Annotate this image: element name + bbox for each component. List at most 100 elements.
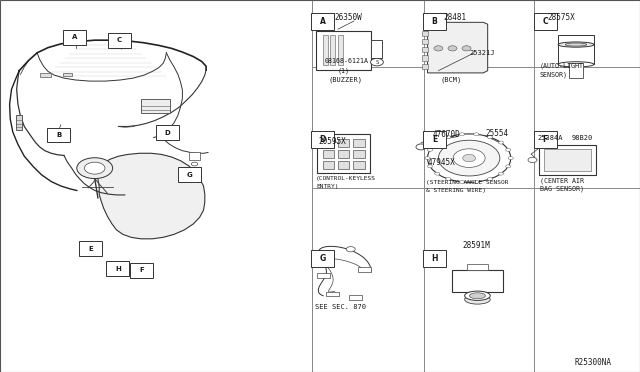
- Bar: [63, 73, 72, 76]
- Text: 25384A: 25384A: [538, 135, 563, 141]
- Circle shape: [428, 148, 433, 151]
- Text: B: B: [432, 17, 437, 26]
- Circle shape: [453, 149, 485, 167]
- Text: BAG SENSOR): BAG SENSOR): [540, 185, 584, 192]
- Ellipse shape: [465, 295, 490, 304]
- Bar: [141, 99, 170, 113]
- Text: S: S: [375, 60, 379, 65]
- Ellipse shape: [558, 42, 594, 47]
- Bar: [353, 150, 365, 158]
- Bar: [422, 31, 428, 36]
- Text: 08168-6121A: 08168-6121A: [325, 58, 369, 64]
- Bar: [40, 73, 51, 77]
- Text: D: D: [320, 135, 326, 144]
- FancyBboxPatch shape: [79, 241, 102, 256]
- Bar: [558, 35, 594, 64]
- Circle shape: [54, 130, 64, 136]
- Bar: [422, 55, 428, 61]
- Circle shape: [460, 133, 465, 136]
- Text: F: F: [543, 135, 548, 144]
- Bar: [371, 40, 382, 58]
- Circle shape: [428, 134, 511, 182]
- FancyBboxPatch shape: [423, 250, 446, 267]
- Circle shape: [508, 157, 513, 160]
- Text: (AUTO-LIGHT: (AUTO-LIGHT: [540, 63, 584, 70]
- Text: 26350W: 26350W: [334, 13, 362, 22]
- Circle shape: [499, 141, 504, 144]
- Ellipse shape: [565, 43, 587, 46]
- Circle shape: [416, 144, 426, 150]
- Bar: [353, 161, 365, 169]
- Polygon shape: [428, 22, 488, 73]
- FancyBboxPatch shape: [63, 30, 86, 45]
- FancyBboxPatch shape: [47, 128, 70, 142]
- Text: SENSOR): SENSOR): [540, 71, 568, 78]
- Bar: [338, 161, 349, 169]
- Text: (STEERING ANGLE SENSOR: (STEERING ANGLE SENSOR: [426, 180, 509, 185]
- Circle shape: [86, 243, 97, 248]
- Bar: [323, 35, 328, 65]
- Text: C: C: [117, 37, 122, 43]
- FancyBboxPatch shape: [130, 263, 153, 278]
- FancyBboxPatch shape: [423, 13, 446, 30]
- Circle shape: [322, 260, 331, 265]
- Circle shape: [488, 177, 493, 180]
- Bar: [317, 273, 330, 278]
- Text: 25321J: 25321J: [469, 50, 495, 56]
- FancyBboxPatch shape: [156, 125, 179, 140]
- Circle shape: [438, 140, 500, 176]
- Circle shape: [371, 58, 383, 66]
- Circle shape: [77, 158, 113, 179]
- Text: G: G: [187, 172, 192, 178]
- Text: 28591M: 28591M: [463, 241, 490, 250]
- FancyBboxPatch shape: [534, 13, 557, 30]
- FancyBboxPatch shape: [534, 131, 557, 148]
- Text: A: A: [72, 34, 77, 40]
- Text: G: G: [320, 254, 326, 263]
- Circle shape: [434, 46, 443, 51]
- Circle shape: [506, 148, 511, 151]
- Circle shape: [435, 141, 440, 144]
- Ellipse shape: [558, 62, 594, 67]
- Text: 25554: 25554: [485, 129, 508, 138]
- FancyBboxPatch shape: [312, 131, 334, 148]
- Text: F: F: [139, 267, 144, 273]
- Text: A: A: [320, 17, 326, 26]
- FancyBboxPatch shape: [423, 131, 446, 148]
- Bar: [330, 35, 335, 65]
- Circle shape: [191, 162, 198, 166]
- FancyBboxPatch shape: [106, 261, 129, 276]
- Bar: [317, 134, 370, 173]
- Circle shape: [528, 157, 537, 163]
- Text: 28575X: 28575X: [547, 13, 575, 22]
- Text: D: D: [164, 130, 170, 136]
- Bar: [338, 150, 349, 158]
- Bar: [349, 295, 362, 300]
- Text: 47945X: 47945X: [428, 158, 455, 167]
- Circle shape: [113, 262, 124, 268]
- Text: 28481: 28481: [444, 13, 467, 22]
- FancyBboxPatch shape: [312, 13, 334, 30]
- Circle shape: [474, 180, 479, 183]
- FancyBboxPatch shape: [312, 250, 334, 267]
- Bar: [326, 292, 339, 296]
- Bar: [544, 149, 591, 171]
- FancyBboxPatch shape: [108, 33, 131, 48]
- Circle shape: [506, 165, 511, 168]
- Bar: [422, 47, 428, 52]
- Bar: [323, 161, 334, 169]
- Bar: [467, 264, 488, 270]
- Bar: [338, 35, 343, 65]
- Ellipse shape: [465, 291, 490, 301]
- Polygon shape: [98, 153, 205, 239]
- Circle shape: [116, 40, 124, 44]
- Circle shape: [499, 172, 504, 175]
- Ellipse shape: [470, 293, 486, 299]
- Bar: [452, 270, 503, 292]
- Text: ENTRY): ENTRY): [316, 183, 339, 189]
- Bar: [422, 64, 428, 69]
- Bar: [358, 267, 371, 272]
- FancyBboxPatch shape: [178, 167, 201, 182]
- Circle shape: [84, 162, 105, 174]
- Text: (CONTROL-KEYLESS: (CONTROL-KEYLESS: [316, 176, 376, 181]
